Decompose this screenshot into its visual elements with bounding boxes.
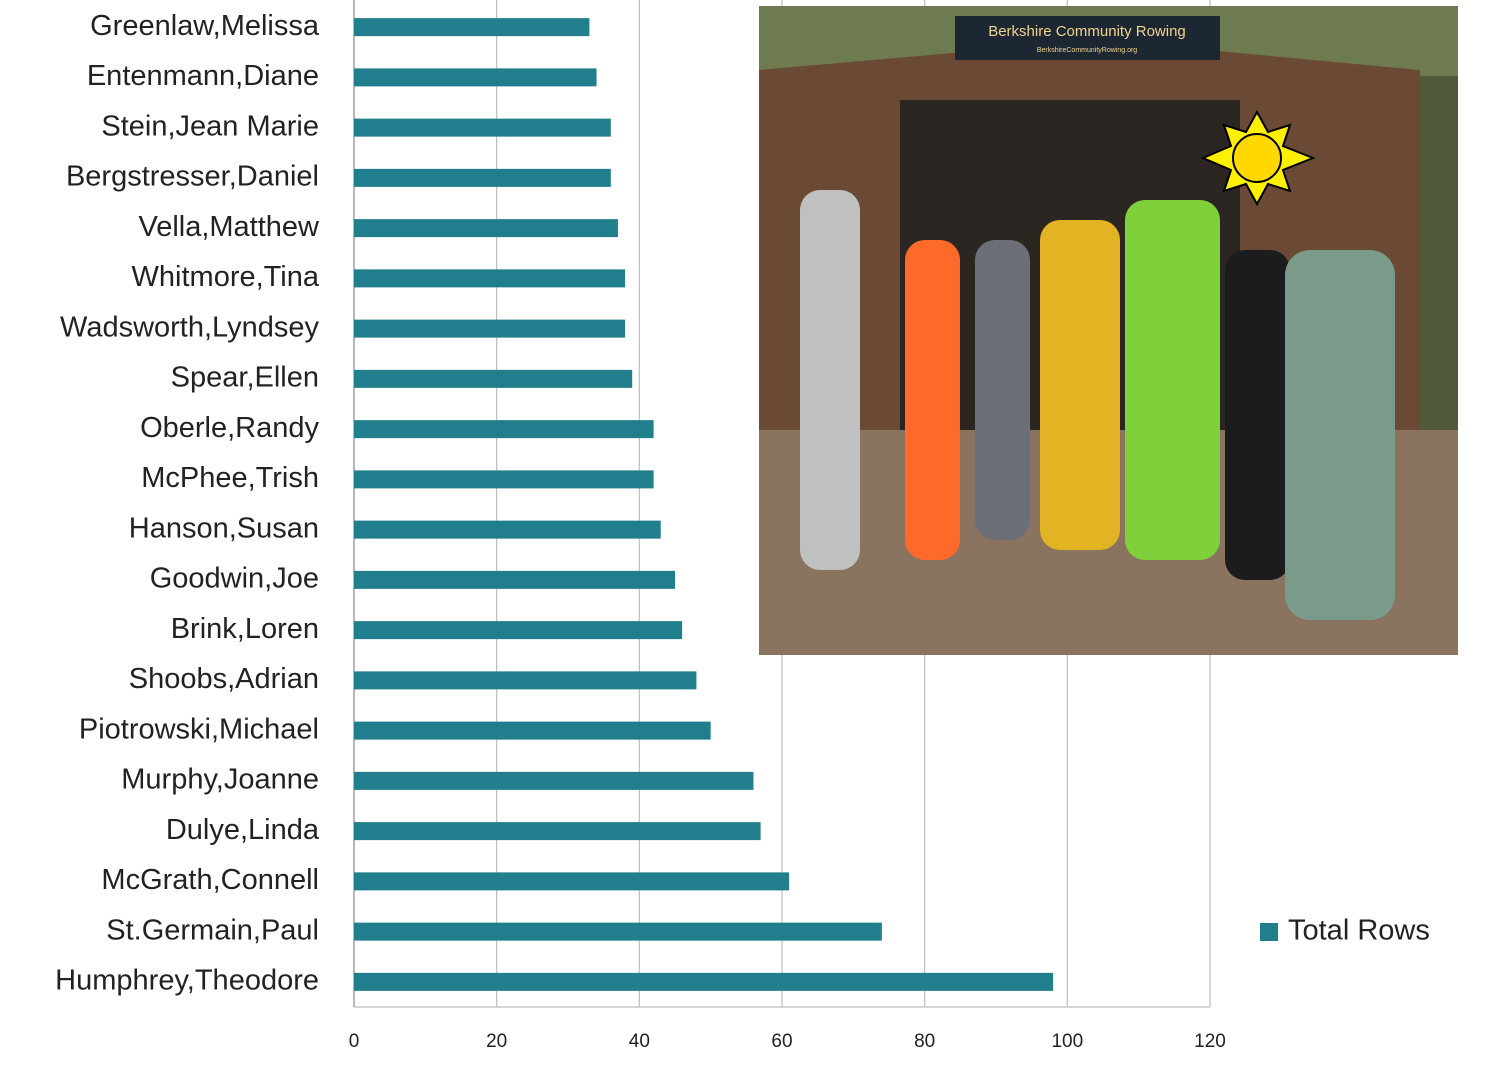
bar — [354, 520, 661, 539]
bar — [354, 872, 790, 891]
sign — [955, 16, 1220, 60]
bar — [354, 219, 618, 238]
y-tick-label: Piotrowski,Michael — [79, 713, 319, 745]
y-tick-label: Dulye,Linda — [166, 814, 320, 846]
bar — [354, 822, 761, 841]
y-tick-label: Humphrey,Theodore — [55, 965, 319, 997]
y-tick-label: Oberle,Randy — [140, 412, 319, 444]
y-tick-label: Brink,Loren — [171, 613, 319, 645]
y-tick-label: St.Germain,Paul — [106, 914, 319, 946]
y-tick-label: McGrath,Connell — [101, 864, 319, 896]
y-tick-label: Murphy,Joanne — [121, 764, 319, 796]
legend-swatch — [1260, 923, 1278, 941]
y-tick-label: Shoobs,Adrian — [129, 663, 319, 695]
bar — [354, 68, 597, 87]
bar — [354, 972, 1054, 991]
x-tick-label: 60 — [771, 1031, 792, 1052]
x-tick-label: 20 — [486, 1031, 507, 1052]
bar — [354, 269, 626, 288]
x-tick-label: 0 — [349, 1031, 360, 1052]
bar — [354, 570, 675, 589]
bar — [354, 319, 626, 338]
bar — [354, 922, 882, 941]
bar — [354, 771, 754, 790]
y-tick-label: Goodwin,Joe — [150, 563, 319, 595]
photo: Berkshire Community Rowing BerkshireComm… — [759, 6, 1458, 655]
legend-label: Total Rows — [1288, 915, 1430, 947]
bar — [354, 18, 590, 37]
people — [800, 190, 1395, 620]
y-tick-label: McPhee,Trish — [141, 462, 319, 494]
bar — [354, 168, 611, 187]
bar — [354, 420, 654, 439]
bar — [354, 369, 633, 388]
sun-icon — [1200, 109, 1316, 207]
y-tick-label: Hanson,Susan — [129, 512, 319, 544]
bar — [354, 470, 654, 489]
bar — [354, 621, 683, 640]
y-tick-label: Vella,Matthew — [138, 211, 320, 243]
x-tick-label: 120 — [1194, 1031, 1226, 1052]
sign-url: BerkshireCommunityRowing.org — [1037, 47, 1137, 54]
y-tick-label: Entenmann,Diane — [87, 60, 319, 92]
x-tick-label: 100 — [1051, 1031, 1083, 1052]
y-tick-label: Whitmore,Tina — [132, 261, 320, 293]
bar — [354, 118, 611, 137]
y-tick-label: Wadsworth,Lyndsey — [60, 311, 319, 343]
bar — [354, 721, 711, 740]
y-tick-label: Bergstresser,Daniel — [66, 161, 319, 193]
bar — [354, 671, 697, 690]
sign-title: Berkshire Community Rowing — [988, 23, 1186, 40]
y-tick-label: Stein,Jean Marie — [101, 110, 319, 142]
x-tick-label: 40 — [629, 1031, 650, 1052]
x-tick-label: 80 — [914, 1031, 935, 1052]
y-tick-label: Spear,Ellen — [171, 362, 319, 394]
y-tick-label: Greenlaw,Melissa — [90, 10, 320, 42]
